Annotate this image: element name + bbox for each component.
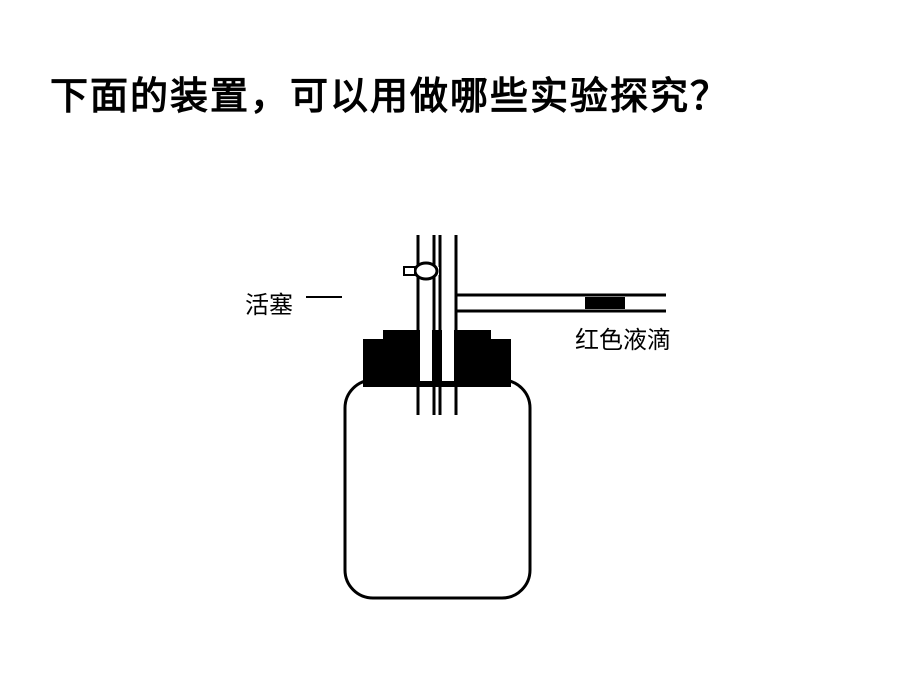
valve-body <box>415 263 437 279</box>
stopper-label: 活塞 <box>245 285 293 320</box>
apparatus-svg <box>280 235 680 635</box>
question-title: 下面的装置，可以用做哪些实验探究？ <box>50 65 730 120</box>
stopper-block <box>363 339 511 381</box>
bottle-neck <box>383 330 491 340</box>
tube-gap-right <box>442 330 454 381</box>
droplet-label: 红色液滴 <box>575 320 671 355</box>
tube-gap-left <box>420 330 432 381</box>
bottle-body <box>345 380 530 598</box>
valve-handle <box>404 267 415 275</box>
stopper-overlap <box>363 375 511 387</box>
red-droplet <box>585 297 625 309</box>
apparatus-diagram: 活塞 红色液滴 <box>280 235 680 635</box>
